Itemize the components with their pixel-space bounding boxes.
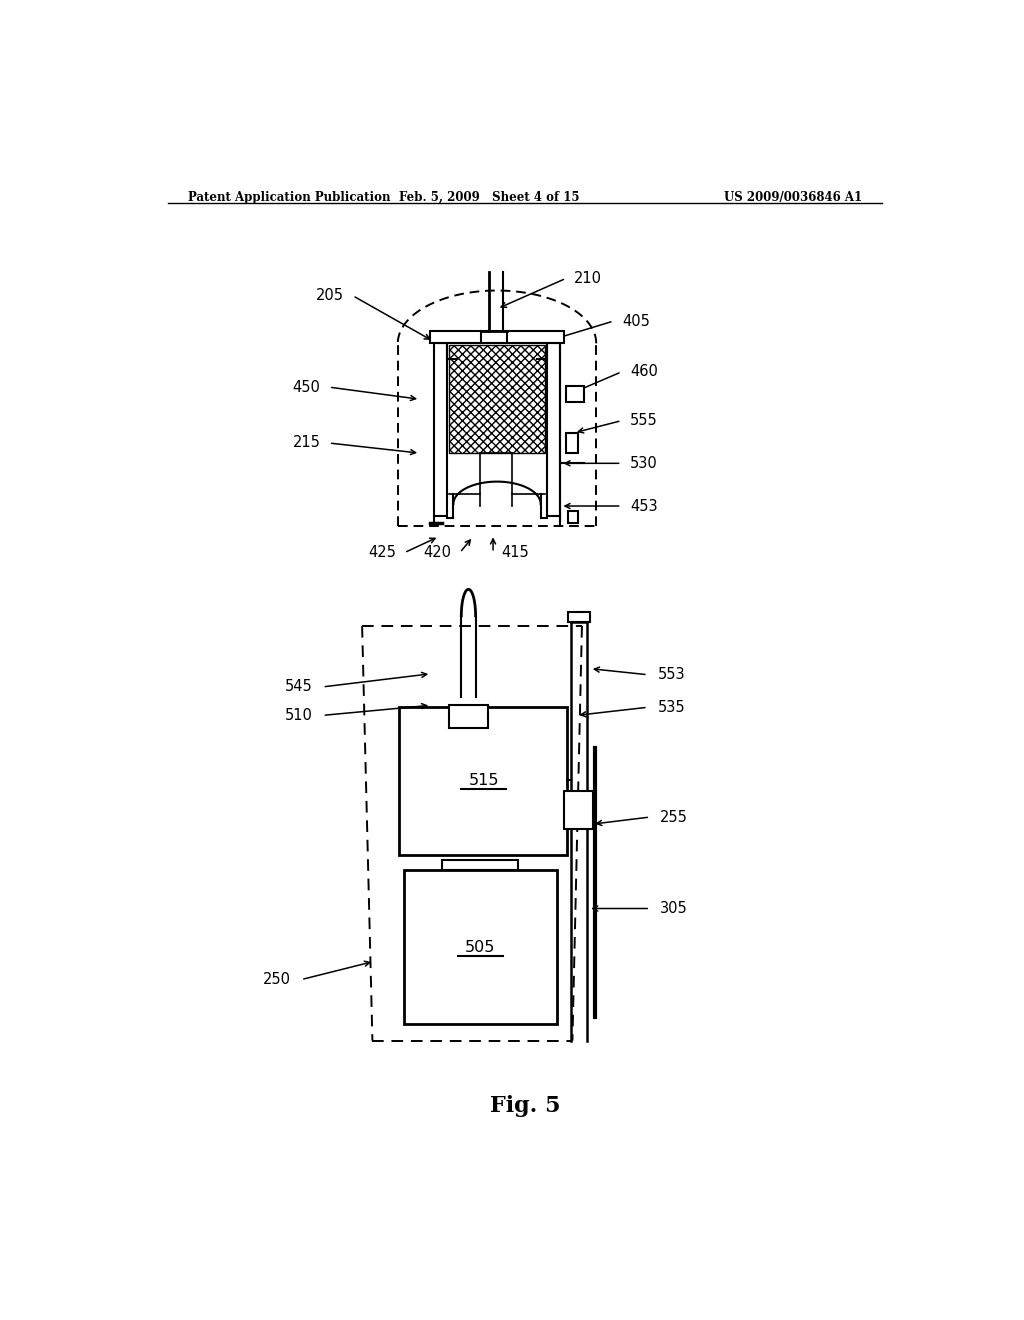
Bar (567, 511, 579, 523)
Text: US 2009/0036846 A1: US 2009/0036846 A1 (724, 191, 862, 203)
Bar (567, 611, 590, 622)
Text: 450: 450 (293, 380, 321, 395)
Bar (434, 343, 447, 516)
Text: 535: 535 (657, 700, 685, 714)
Text: 420: 420 (424, 545, 452, 560)
Text: 505: 505 (465, 940, 496, 954)
Text: Fig. 5: Fig. 5 (489, 1094, 560, 1117)
Text: 405: 405 (622, 314, 650, 329)
Text: 555: 555 (630, 413, 657, 428)
Text: Feb. 5, 2009   Sheet 4 of 15: Feb. 5, 2009 Sheet 4 of 15 (398, 191, 580, 203)
Text: 215: 215 (293, 436, 321, 450)
Text: 530: 530 (630, 455, 657, 471)
Text: 255: 255 (660, 809, 688, 825)
Text: 510: 510 (285, 708, 312, 723)
Bar (449, 346, 546, 453)
Text: 305: 305 (660, 902, 688, 916)
Bar (430, 331, 563, 343)
Text: 553: 553 (657, 667, 685, 682)
Text: Patent Application Publication: Patent Application Publication (187, 191, 390, 203)
Bar (564, 791, 593, 829)
Text: 250: 250 (263, 972, 291, 987)
Text: 415: 415 (502, 545, 529, 560)
Bar (547, 343, 560, 516)
Bar (442, 859, 518, 870)
Text: 515: 515 (468, 774, 499, 788)
Text: 545: 545 (285, 680, 312, 694)
Text: 205: 205 (316, 288, 344, 304)
Bar (566, 433, 579, 453)
Text: 210: 210 (574, 271, 602, 286)
Bar (450, 705, 487, 727)
Bar (404, 870, 557, 1024)
Text: 425: 425 (368, 545, 396, 560)
Bar (566, 385, 584, 403)
Text: 460: 460 (630, 364, 657, 379)
Bar (399, 708, 567, 854)
Text: 453: 453 (630, 499, 657, 513)
Bar (449, 346, 546, 453)
